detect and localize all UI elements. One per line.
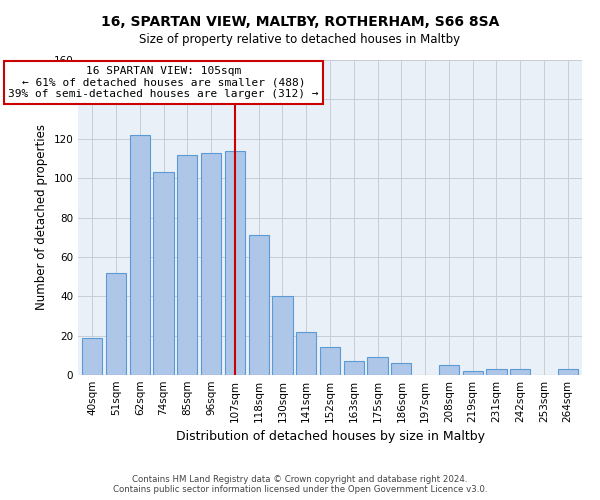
Bar: [320, 348, 340, 375]
Bar: [296, 332, 316, 375]
Bar: [344, 361, 364, 375]
Bar: [367, 358, 388, 375]
Text: 16 SPARTAN VIEW: 105sqm
← 61% of detached houses are smaller (488)
39% of semi-d: 16 SPARTAN VIEW: 105sqm ← 61% of detache…: [8, 66, 319, 99]
Bar: [106, 272, 126, 375]
Text: Size of property relative to detached houses in Maltby: Size of property relative to detached ho…: [139, 32, 461, 46]
Bar: [272, 296, 293, 375]
Text: Contains HM Land Registry data © Crown copyright and database right 2024.
Contai: Contains HM Land Registry data © Crown c…: [113, 474, 487, 494]
Bar: [463, 371, 483, 375]
Bar: [487, 369, 506, 375]
Bar: [82, 338, 103, 375]
Bar: [248, 235, 269, 375]
Text: 16, SPARTAN VIEW, MALTBY, ROTHERHAM, S66 8SA: 16, SPARTAN VIEW, MALTBY, ROTHERHAM, S66…: [101, 15, 499, 29]
Bar: [439, 365, 459, 375]
Bar: [557, 369, 578, 375]
Bar: [154, 172, 173, 375]
Bar: [201, 152, 221, 375]
Bar: [177, 154, 197, 375]
Bar: [130, 135, 150, 375]
Y-axis label: Number of detached properties: Number of detached properties: [35, 124, 48, 310]
Bar: [510, 369, 530, 375]
Bar: [391, 363, 412, 375]
Bar: [225, 150, 245, 375]
X-axis label: Distribution of detached houses by size in Maltby: Distribution of detached houses by size …: [176, 430, 485, 444]
